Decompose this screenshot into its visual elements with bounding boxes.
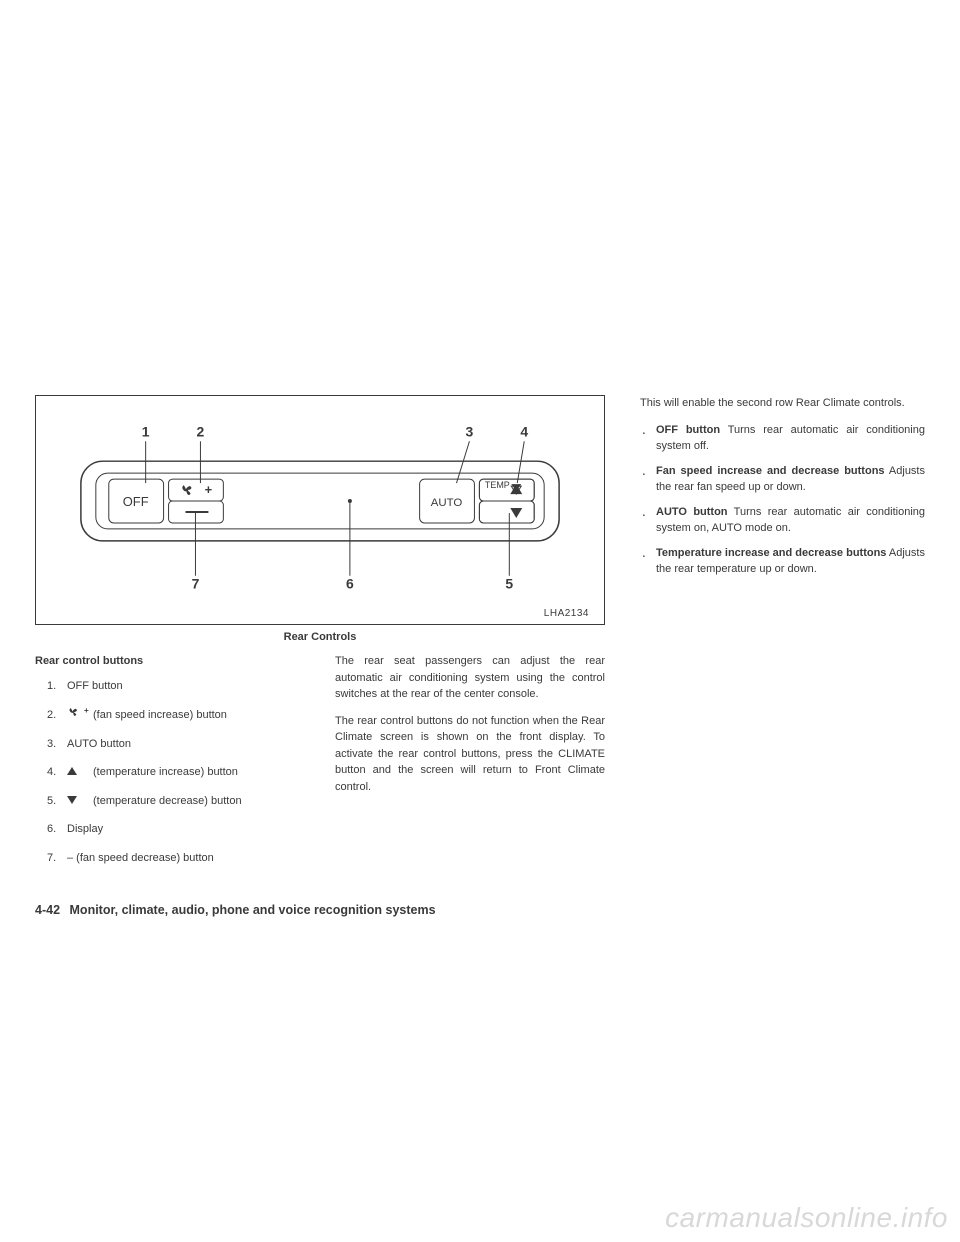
paragraph: This will enable the second row Rear Cli… [640, 395, 925, 412]
control-list: 1. OFF button 2. + [35, 678, 315, 867]
column-left: Rear control buttons 1. OFF button 2. [35, 653, 315, 878]
figure-caption: Rear Controls [35, 631, 605, 643]
figure-box: 1 2 3 4 7 6 5 OFF + [35, 395, 605, 625]
bullet-list: OFF button Turns rear automatic air cond… [640, 422, 925, 578]
list-item: 6. Display [47, 821, 315, 838]
bullet-item: Fan speed increase and decrease buttons … [640, 463, 925, 496]
paragraph: The rear seat passengers can adjust the … [335, 653, 605, 703]
triangle-down-icon [67, 793, 93, 810]
callout-6: 6 [346, 576, 354, 592]
rear-controls-diagram: 1 2 3 4 7 6 5 OFF + [51, 421, 589, 601]
rear-control-heading: Rear control buttons [35, 653, 315, 670]
list-item: 2. + (fan speed increase) butt [47, 706, 315, 724]
callout-2: 2 [197, 423, 205, 439]
section-title: Monitor, climate, audio, phone and voice… [70, 903, 436, 917]
paragraph: The rear control buttons do not function… [335, 713, 605, 796]
panel-temp-label: TEMP [485, 480, 510, 490]
list-item: 7. – (fan speed decrease) button [47, 850, 315, 867]
column-right: This will enable the second row Rear Cli… [640, 395, 925, 586]
svg-text:+: + [84, 706, 89, 715]
list-item: 3. AUTO button [47, 736, 315, 753]
list-item: 4. (temperature increase) button [47, 764, 315, 781]
callout-3: 3 [466, 423, 474, 439]
panel-off-label: OFF [123, 494, 149, 509]
bullet-item: Temperature increase and decrease button… [640, 545, 925, 578]
triangle-up-icon [67, 764, 93, 781]
fan-plus-icon: + [67, 706, 93, 724]
bullet-item: AUTO button Turns rear automatic air con… [640, 504, 925, 537]
page-footer: 4-42 Monitor, climate, audio, phone and … [35, 903, 436, 917]
page-number: 4-42 [35, 903, 60, 917]
callout-4: 4 [520, 423, 528, 439]
page-content: 1 2 3 4 7 6 5 OFF + [35, 395, 925, 878]
column-middle: The rear seat passengers can adjust the … [335, 653, 605, 878]
callout-5: 5 [505, 576, 513, 592]
list-item: 5. (temperature decrease) button [47, 793, 315, 810]
figure-code: LHA2134 [51, 608, 589, 619]
bullet-item: OFF button Turns rear automatic air cond… [640, 422, 925, 455]
callout-1: 1 [142, 423, 150, 439]
svg-text:+: + [205, 482, 213, 497]
panel-auto-label: AUTO [431, 497, 463, 509]
callout-7: 7 [192, 576, 200, 592]
list-item: 1. OFF button [47, 678, 315, 695]
watermark: carmanualsonline.info [665, 1202, 948, 1234]
text-columns: Rear control buttons 1. OFF button 2. [35, 653, 925, 878]
